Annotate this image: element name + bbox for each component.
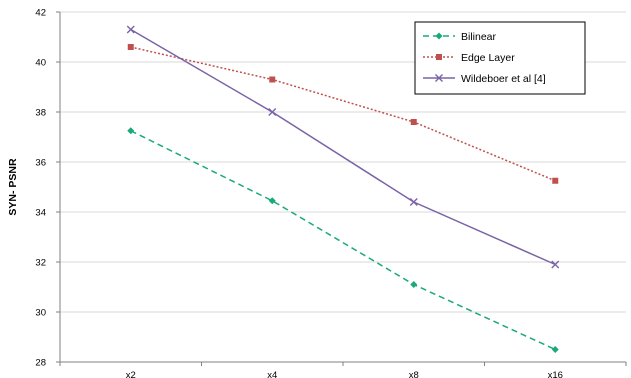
legend-marker xyxy=(435,74,443,82)
data-point xyxy=(268,108,277,116)
series-0 xyxy=(127,127,559,353)
x-tick-label: x8 xyxy=(409,370,419,378)
legend-label: Wildeboer et al [4] xyxy=(461,73,546,85)
x-tick-labels: x2 x4 x8 x16 xyxy=(126,370,563,378)
y-tick-label: 28 xyxy=(35,358,46,369)
grid-lines xyxy=(60,11,626,363)
series-line xyxy=(130,46,556,182)
y-tick-label: 40 xyxy=(35,58,46,69)
y-tick-label: 34 xyxy=(35,208,46,219)
data-point xyxy=(127,44,134,50)
series-line xyxy=(130,130,556,351)
legend-box xyxy=(414,21,586,95)
data-point xyxy=(410,119,417,125)
data-point xyxy=(126,25,135,34)
y-tick-labels: 28 30 32 34 36 38 40 42 xyxy=(35,8,46,369)
data-point xyxy=(409,198,418,206)
legend-label: Edge Layer xyxy=(461,52,515,64)
legend-label: Bilinear xyxy=(461,31,497,43)
legend-entry: Bilinear xyxy=(423,31,497,43)
axes xyxy=(56,11,627,366)
data-point xyxy=(552,177,559,184)
y-tick-label: 42 xyxy=(35,8,46,19)
x-tick-label: x16 xyxy=(548,370,563,378)
legend-entry: Wildeboer et al [4] xyxy=(423,73,546,85)
y-tick-label: 30 xyxy=(35,308,46,319)
series-layer xyxy=(126,25,560,353)
series-2 xyxy=(126,25,560,269)
data-point xyxy=(410,281,418,288)
data-point xyxy=(551,260,560,269)
y-tick-label: 32 xyxy=(35,258,46,269)
series-1 xyxy=(127,44,559,184)
y-axis-label: SYN- PSNR xyxy=(7,158,19,216)
data-point xyxy=(268,197,276,205)
x-tick-label: x4 xyxy=(267,370,277,378)
data-point xyxy=(269,76,276,83)
legend-entry: Edge Layer xyxy=(423,52,515,64)
y-tick-label: 38 xyxy=(35,108,46,119)
y-tick-label: 36 xyxy=(35,158,46,169)
series-line xyxy=(130,28,556,266)
legend-marker xyxy=(436,54,442,60)
data-point xyxy=(127,127,135,135)
legend-marker xyxy=(435,32,443,40)
legend: Bilinear Edge Layer Wildeboer et al [4] xyxy=(414,21,586,95)
x-tick-label: x2 xyxy=(126,370,136,378)
data-point xyxy=(551,346,559,353)
